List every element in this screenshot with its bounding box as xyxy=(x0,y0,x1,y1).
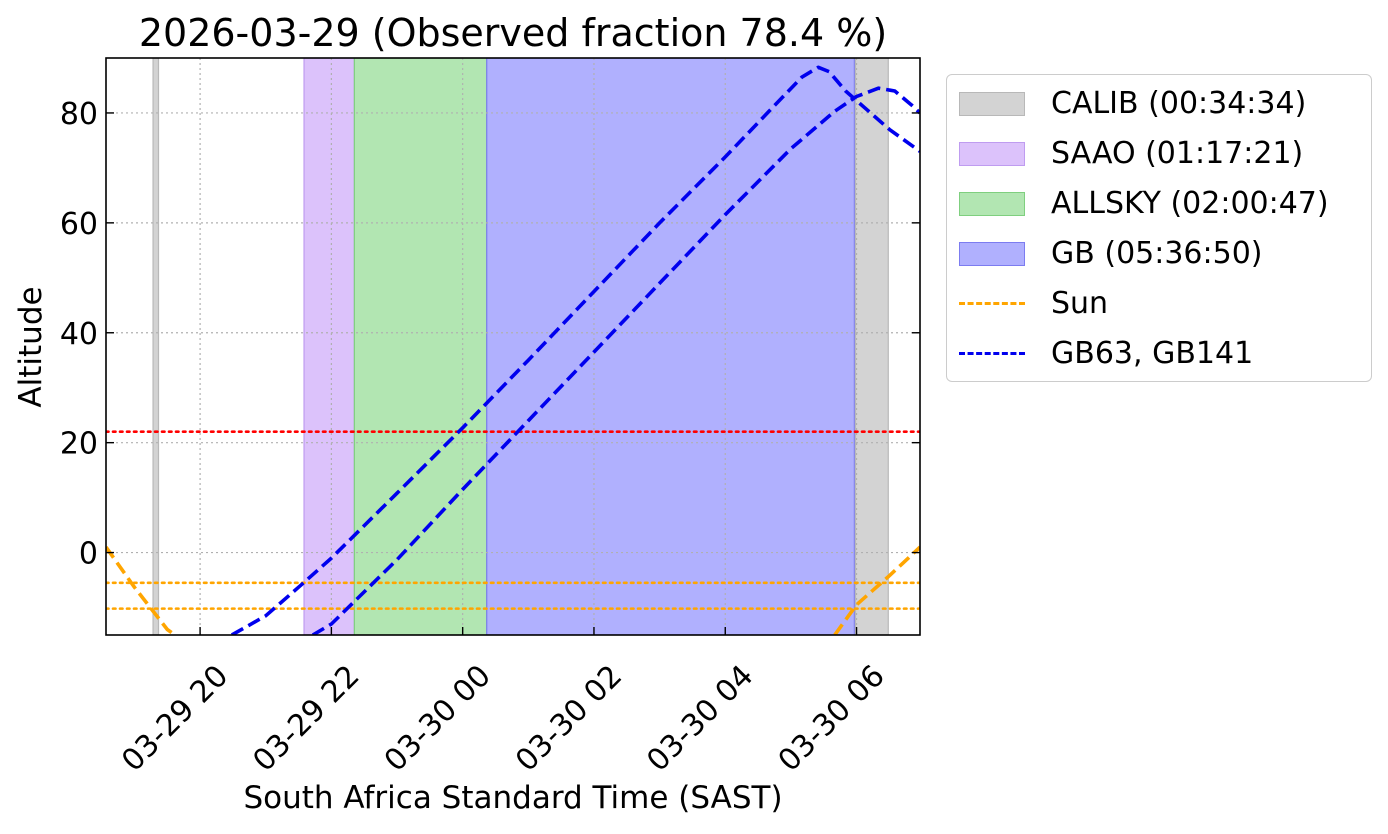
legend-swatch-gb xyxy=(959,242,1025,266)
x-tick-label-3: 03-30 02 xyxy=(509,658,629,778)
legend-line-sun xyxy=(959,302,1025,305)
legend-item-allsky: ALLSKY (02:00:47) xyxy=(947,183,1371,223)
legend-swatch-calib xyxy=(959,92,1025,116)
span-allsky-2 xyxy=(353,58,488,635)
y-tick-label-3: 60 xyxy=(60,207,98,242)
y-tick-label-1: 20 xyxy=(60,427,98,462)
series-layer xyxy=(106,65,920,635)
plot-frame xyxy=(105,57,921,636)
y-tick-label-2: 40 xyxy=(60,317,98,352)
x-tick-label-0: 03-29 20 xyxy=(115,658,235,778)
legend-item-calib: CALIB (00:34:34) xyxy=(947,83,1371,123)
chart-title: 2026-03-29 (Observed fraction 78.4 %) xyxy=(139,11,887,55)
x-tick-label-5: 03-30 06 xyxy=(772,658,892,778)
legend-label-calib: CALIB (00:34:34) xyxy=(1051,86,1307,121)
legend-label-sun: Sun xyxy=(1051,286,1109,321)
y-tick-label-4: 80 xyxy=(60,97,98,132)
series-targets-curve-0 xyxy=(230,65,920,635)
y-axis-label: Altitude xyxy=(13,286,49,407)
spans-layer xyxy=(152,58,889,635)
legend-item-gb: GB (05:36:50) xyxy=(947,233,1371,273)
legend-label-gb: GB (05:36:50) xyxy=(1051,236,1263,271)
series-sun-curve-1 xyxy=(833,545,920,635)
legend-line-targets xyxy=(959,352,1025,355)
x-axis-label: South Africa Standard Time (SAST) xyxy=(243,780,782,816)
span-calib-4 xyxy=(854,58,889,635)
legend: CALIB (00:34:34) SAAO (01:17:21) ALLSKY … xyxy=(946,74,1372,382)
legend-item-sun: Sun xyxy=(947,283,1371,323)
legend-label-targets: GB63, GB141 xyxy=(1051,336,1254,371)
legend-item-targets: GB63, GB141 xyxy=(947,333,1371,373)
legend-label-saao: SAAO (01:17:21) xyxy=(1051,136,1304,171)
span-calib-0 xyxy=(152,58,160,635)
grid-layer xyxy=(106,58,920,635)
x-tick-label-4: 03-30 04 xyxy=(640,658,760,778)
series-sun-curve-0 xyxy=(106,546,176,635)
legend-label-allsky: ALLSKY (02:00:47) xyxy=(1051,186,1329,221)
legend-swatch-allsky xyxy=(959,192,1025,216)
legend-swatch-saao xyxy=(959,142,1025,166)
x-tick-label-1: 03-29 22 xyxy=(246,658,366,778)
legend-item-saao: SAAO (01:17:21) xyxy=(947,133,1371,173)
span-saao-1 xyxy=(303,58,355,635)
series-targets-curve-1 xyxy=(311,86,920,635)
hlines-layer xyxy=(106,430,920,610)
x-tick-label-2: 03-30 00 xyxy=(378,658,498,778)
y-tick-label-0: 0 xyxy=(79,537,98,572)
span-gb-3 xyxy=(486,58,855,635)
